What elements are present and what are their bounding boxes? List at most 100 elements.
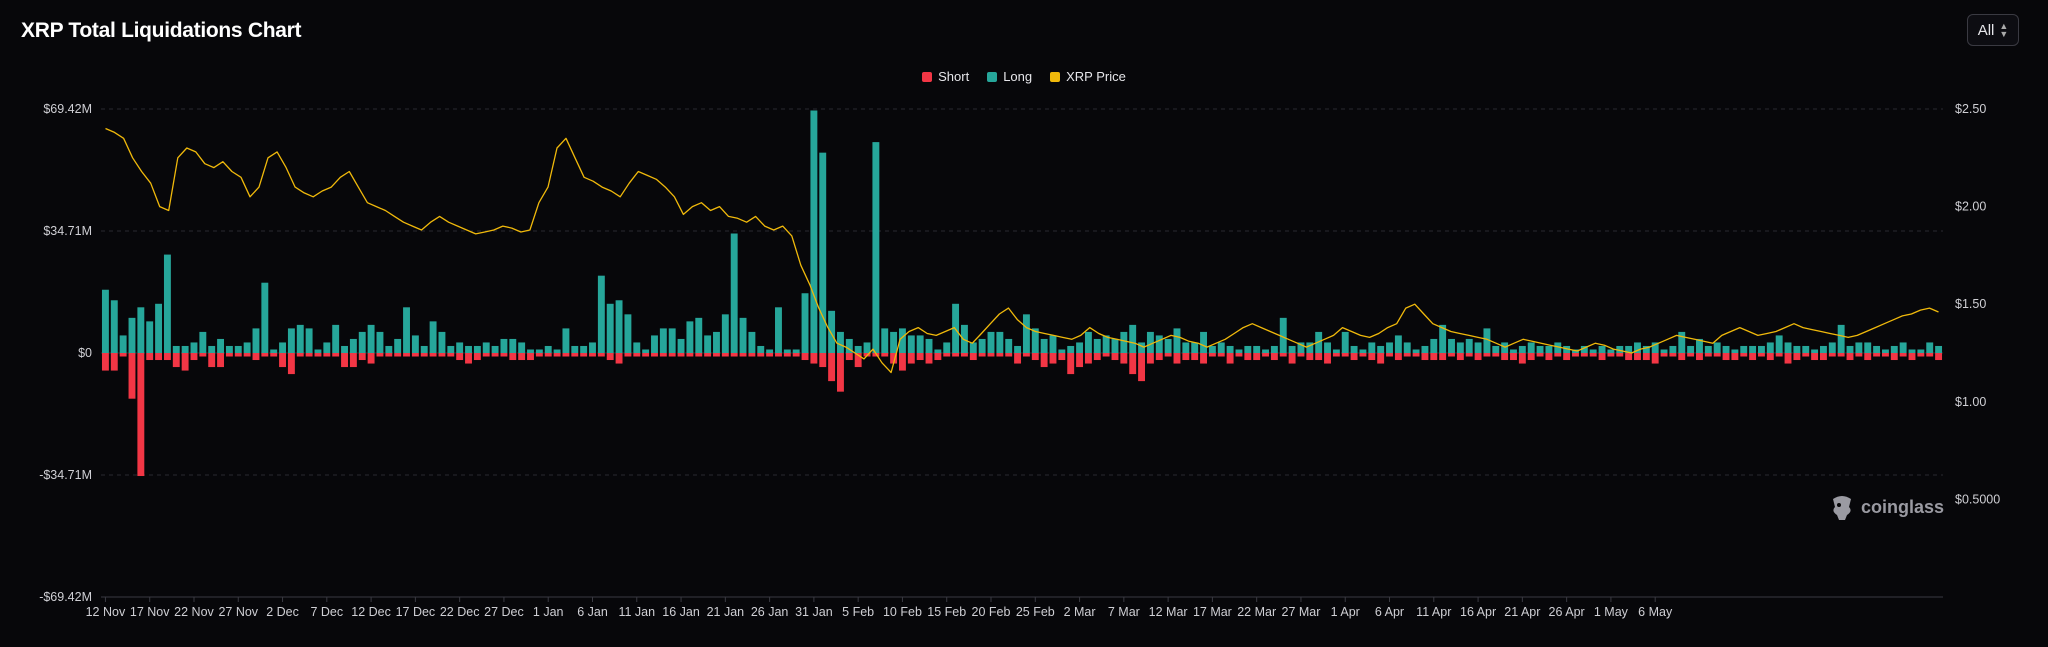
x-tick-label: 5 Feb xyxy=(842,605,874,619)
short-bar xyxy=(1811,353,1819,361)
short-bar xyxy=(907,353,915,364)
long-bar xyxy=(1749,345,1757,353)
long-bar xyxy=(535,349,543,353)
short-bar xyxy=(1244,353,1252,361)
short-bar xyxy=(208,353,216,368)
long-bar xyxy=(500,338,508,353)
short-bar xyxy=(615,353,623,364)
short-bar xyxy=(155,353,163,361)
long-bar xyxy=(1758,345,1765,353)
long-bar xyxy=(925,338,933,353)
long-bar xyxy=(155,303,163,353)
long-bar xyxy=(837,331,844,353)
short-bar xyxy=(314,353,322,357)
long-bar xyxy=(544,345,552,353)
long-bar xyxy=(509,338,517,353)
long-bar xyxy=(1837,324,1845,353)
long-bar xyxy=(659,328,667,353)
long-bar xyxy=(1005,338,1013,353)
short-bar xyxy=(296,353,304,357)
short-bar xyxy=(1819,353,1827,361)
long-bar xyxy=(411,335,419,353)
long-bar xyxy=(553,349,561,353)
short-bar xyxy=(668,353,676,357)
x-tick-label: 7 Dec xyxy=(310,605,343,619)
short-bar xyxy=(633,353,641,357)
long-bar xyxy=(1474,342,1482,353)
long-bar xyxy=(996,331,1004,353)
long-bar xyxy=(1828,342,1836,353)
long-bar xyxy=(172,345,180,353)
page-title: XRP Total Liquidations Chart xyxy=(21,19,302,42)
short-bar xyxy=(1182,353,1190,361)
short-bar xyxy=(1421,353,1429,361)
long-bar xyxy=(1014,345,1022,353)
short-bar xyxy=(1031,353,1039,361)
long-bar xyxy=(562,328,570,353)
short-bar xyxy=(1625,353,1633,361)
short-bar xyxy=(1881,353,1889,357)
short-bar xyxy=(1518,353,1526,364)
long-bar xyxy=(606,303,614,353)
long-bar xyxy=(1616,345,1624,353)
short-bar xyxy=(101,353,109,371)
long-bar xyxy=(128,317,136,353)
long-bar xyxy=(890,331,898,353)
short-bar xyxy=(544,353,552,357)
short-bar xyxy=(952,353,960,357)
short-bar xyxy=(1669,353,1677,357)
x-tick-label: 12 Dec xyxy=(351,605,391,619)
short-bar xyxy=(1917,353,1925,357)
short-bar xyxy=(659,353,667,357)
short-bar xyxy=(1828,353,1836,357)
short-bar xyxy=(1350,353,1358,361)
long-bar xyxy=(1704,345,1712,353)
long-bar xyxy=(349,338,357,353)
legend-item-long[interactable]: Long xyxy=(987,69,1032,84)
short-bar xyxy=(1067,353,1075,375)
long-bar xyxy=(1660,349,1668,353)
short-bar xyxy=(960,353,968,357)
short-bar xyxy=(721,353,729,357)
short-bar xyxy=(1589,353,1597,357)
long-bar xyxy=(1598,345,1606,353)
legend-label-short: Short xyxy=(938,69,970,84)
long-bar xyxy=(1120,331,1128,353)
legend-item-short[interactable]: Short xyxy=(922,69,969,84)
long-bar xyxy=(1182,342,1190,353)
legend-item-price[interactable]: XRP Price xyxy=(1050,69,1126,84)
long-bar xyxy=(766,349,774,353)
short-bar xyxy=(438,353,446,357)
long-bar xyxy=(642,349,650,353)
short-bar xyxy=(1058,353,1066,361)
short-bar xyxy=(881,353,889,357)
long-bar xyxy=(633,342,641,353)
short-bar xyxy=(925,353,933,364)
short-bar xyxy=(1580,353,1588,357)
short-bar xyxy=(589,353,596,357)
long-bar xyxy=(1456,342,1464,353)
short-bar xyxy=(261,353,269,357)
short-bar xyxy=(509,353,517,361)
long-bar xyxy=(863,342,871,353)
long-bar xyxy=(1580,345,1588,353)
long-bar xyxy=(1350,345,1358,353)
long-bar xyxy=(429,321,437,353)
short-bar xyxy=(916,353,924,361)
long-bar xyxy=(1368,342,1376,353)
long-bar xyxy=(1881,349,1889,353)
long-bar xyxy=(1518,345,1526,353)
time-range-select[interactable]: All ▲ ▼ xyxy=(1967,14,2019,46)
legend-swatch-price xyxy=(1050,71,1061,82)
short-bar xyxy=(482,353,490,357)
long-bar xyxy=(934,349,942,353)
short-bar xyxy=(1837,353,1845,357)
long-bar xyxy=(1766,342,1774,353)
short-bar xyxy=(1439,353,1447,361)
long-bar xyxy=(163,254,171,353)
short-bar xyxy=(1359,353,1367,357)
watermark: coinglass xyxy=(1829,493,1944,521)
short-bar xyxy=(1687,353,1695,357)
long-bar xyxy=(1173,328,1181,353)
long-bar xyxy=(1890,345,1898,353)
